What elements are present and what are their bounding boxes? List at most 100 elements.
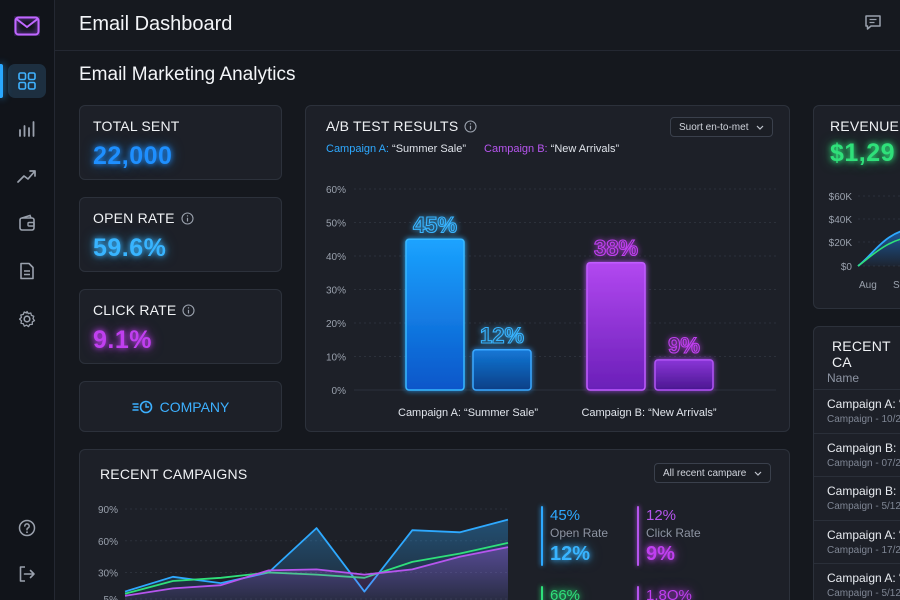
bar <box>405 238 465 391</box>
bar <box>472 349 532 391</box>
open-rate-stat-big: 12% <box>550 543 591 565</box>
y-tick-label: 40% <box>326 252 346 263</box>
legend-a-name: Campaign A: <box>326 143 389 155</box>
campaign-filter-dropdown[interactable]: All recent campare <box>654 463 772 483</box>
stat-accent-bar <box>637 506 639 566</box>
open-rate-stat-top: 45% <box>550 507 581 524</box>
top-bar: Email Dashboard <box>55 0 900 51</box>
y-tick-label: $40K <box>829 215 853 226</box>
stat-3-top: 66% <box>550 587 581 600</box>
info-icon[interactable] <box>182 303 195 317</box>
info-icon[interactable] <box>464 119 477 133</box>
list-item-date: Campaign - 07/2 <box>827 457 900 469</box>
speed-icon <box>131 400 152 413</box>
grid-icon <box>18 72 36 90</box>
sidebar-item-analytics[interactable] <box>8 112 46 146</box>
ab-test-card: A/B TEST RESULTS Suort en-to-met Campaig… <box>305 105 790 432</box>
y-tick-label: 0% <box>332 386 347 397</box>
x-group-label: Campaign B: “New Arrivals” <box>581 407 716 419</box>
click-rate-label: CLICK RATE <box>93 302 177 318</box>
y-tick-label: 20% <box>326 319 346 330</box>
sidebar-item-wallet[interactable] <box>8 206 46 240</box>
bar-value-label: 12% <box>480 323 524 348</box>
recent-campaigns-title: RECENT CAMPAIGNS <box>100 466 248 482</box>
list-item-date: Campaign - 5/12 <box>827 501 900 512</box>
campaign-filter-label: All recent campare <box>663 467 747 479</box>
series-line <box>124 546 509 597</box>
y-tick-label: 50% <box>326 219 346 230</box>
sidebar-item-reports[interactable] <box>8 254 46 288</box>
list-item-name: Campaign B: “N <box>827 440 900 455</box>
recent-list-title: RECENT CA <box>832 338 891 370</box>
bar-value-label: 38% <box>594 236 638 261</box>
click-rate-stat-top: 12% <box>646 507 677 524</box>
x-group-label: Campaign A: “Summer Sale” <box>398 407 538 419</box>
click-rate-stat-big: 9% <box>646 543 675 565</box>
revenue-area-chart: $60K $40K $20K $0 Aug Se <box>829 192 900 291</box>
open-rate-value: 59.6% <box>93 234 167 262</box>
logout-button[interactable] <box>8 557 46 591</box>
y-tick-label: $60K <box>829 192 853 203</box>
list-item[interactable]: Campaign A: “L Campaign - 17/2 <box>814 519 900 564</box>
list-item-name: Campaign A: “S <box>827 397 900 411</box>
y-tick-label: 90% <box>98 505 118 516</box>
list-item-date: Campaign - 10/2 <box>827 414 900 425</box>
ab-bar-chart: 60% 50% 40% 30% 20% 10% 0% 45% 12% 38% 9% Campaign … <box>326 185 776 419</box>
open-rate-card: OPEN RATE 59.6% <box>79 197 282 272</box>
mail-logo-icon[interactable] <box>8 7 46 45</box>
sidebar-item-trends[interactable] <box>8 159 46 193</box>
click-rate-card: CLICK RATE 9.1% <box>79 289 282 364</box>
logout-icon <box>19 566 35 582</box>
revenue-title: REVENUE <box>830 118 900 134</box>
company-button[interactable]: COMPANY <box>79 381 282 432</box>
list-item-date: Campaign - 5/12 <box>827 588 900 599</box>
list-item[interactable]: Campaign B: “N Campaign - 07/2 <box>814 432 900 477</box>
open-rate-stat-label: Open Rate <box>550 526 609 540</box>
ab-legend: Campaign A: “Summer Sale” Campaign B: “N… <box>326 143 619 155</box>
help-button[interactable] <box>8 511 46 545</box>
x-tick-label: Se <box>893 280 900 291</box>
y-tick-label: 60% <box>98 537 118 548</box>
click-rate-stat-label: Click Rate <box>646 526 701 540</box>
series-line <box>124 518 509 593</box>
sidebar-item-dashboard[interactable] <box>0 64 46 98</box>
stat-accent-bar <box>541 586 543 600</box>
document-icon <box>20 262 34 280</box>
click-rate-value: 9.1% <box>93 326 152 354</box>
app-title: Email Dashboard <box>79 13 233 35</box>
y-tick-label: 5% <box>104 595 119 600</box>
messages-button[interactable] <box>864 14 884 34</box>
y-tick-label: $0 <box>841 262 853 273</box>
column-header-name[interactable]: Name <box>827 371 860 385</box>
list-item-name: Campaign A: “L <box>827 527 900 542</box>
recent-campaigns-line-chart: 90% 60% 30% 5% <box>98 505 509 600</box>
y-tick-label: 30% <box>326 286 346 297</box>
sidebar <box>0 0 55 600</box>
list-item[interactable]: Campaign A: “S Campaign - 5/12 <box>814 563 900 600</box>
list-item[interactable]: Campaign A: “S Campaign - 10/2 <box>814 389 900 433</box>
legend-b-name: Campaign B: <box>484 143 548 155</box>
chevron-down-icon <box>757 125 764 130</box>
wallet-icon <box>19 214 35 231</box>
revenue-line-green <box>857 238 900 267</box>
list-item[interactable]: Campaign B: “N Campaign - 5/12 <box>814 476 900 520</box>
click-rate-stat: 12% Click Rate 9% <box>646 507 701 566</box>
click-rate-label-row: CLICK RATE <box>93 302 195 318</box>
open-rate-label-row: OPEN RATE <box>93 210 194 226</box>
stat-4: 1.8O% <box>646 587 692 600</box>
open-rate-label: OPEN RATE <box>93 210 175 226</box>
info-icon[interactable] <box>181 211 194 225</box>
legend-a-quote: “Summer Sale” <box>392 143 467 155</box>
total-sent-card: TOTAL SENT 22,000 <box>79 105 282 180</box>
revenue-card: REVENUE $1,29 $60K $40K $20K $0 Aug Se <box>813 105 900 309</box>
y-tick-label: 60% <box>326 185 346 196</box>
bar <box>586 261 646 391</box>
recent-list-card: RECENT CA Name Campaign A: “S Campaign - … <box>813 326 900 600</box>
stat-4-top: 1.8O% <box>646 587 692 600</box>
sidebar-item-settings[interactable] <box>8 302 46 336</box>
ab-test-title-row: A/B TEST RESULTS <box>326 118 477 134</box>
help-icon <box>18 519 36 537</box>
sort-dropdown[interactable]: Suort en-to-met <box>670 117 774 137</box>
x-tick-label: Aug <box>859 280 877 291</box>
stat-accent-bar <box>541 506 543 566</box>
